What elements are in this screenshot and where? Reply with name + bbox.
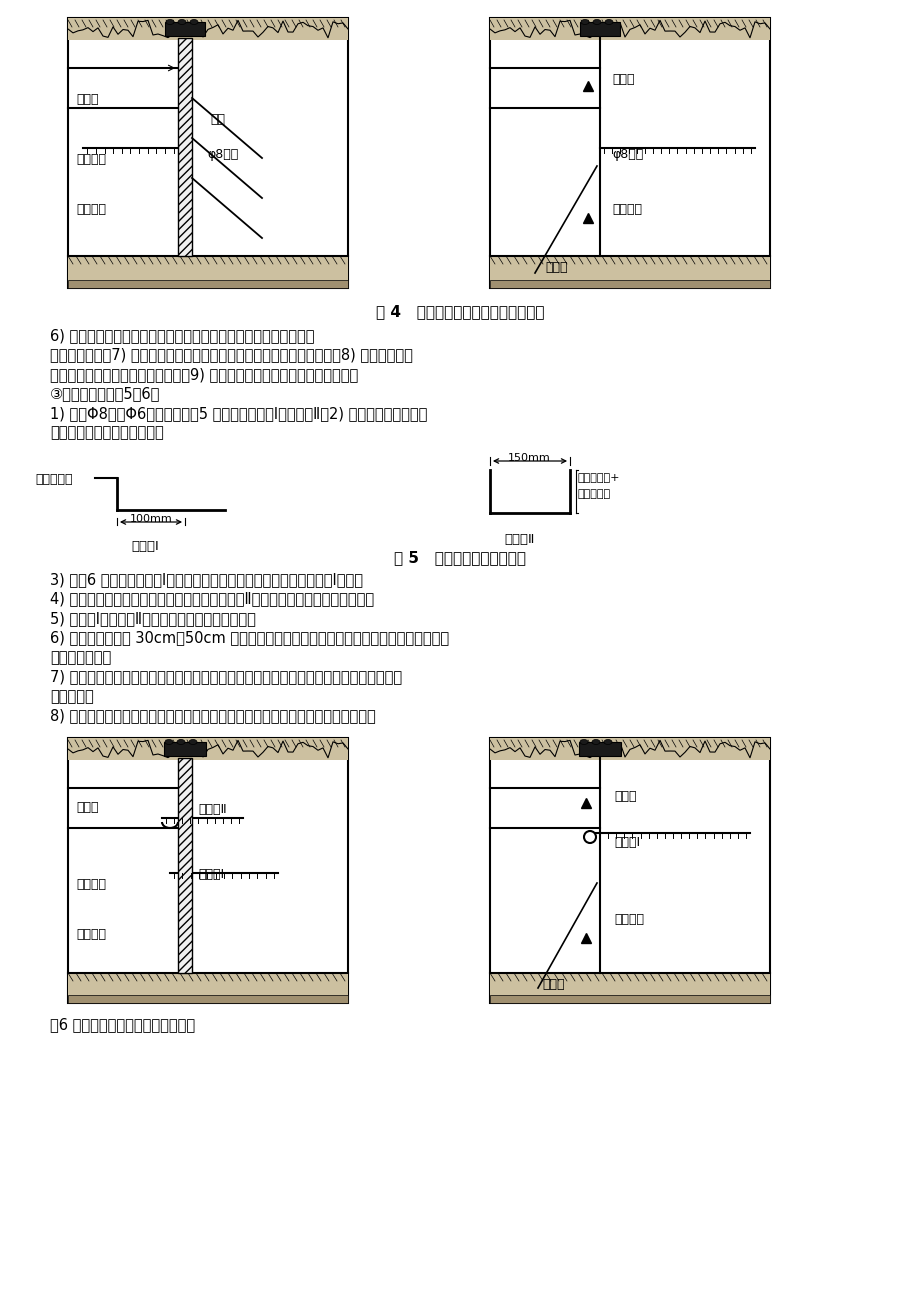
Bar — [68, 738, 347, 1003]
Bar — [68, 995, 347, 1003]
Text: 模板台车: 模板台车 — [76, 203, 106, 216]
Ellipse shape — [177, 20, 186, 25]
Text: 卡位筋Ⅱ: 卡位筋Ⅱ — [198, 803, 226, 816]
Bar — [68, 18, 347, 288]
Bar — [490, 738, 769, 760]
Text: 止水带: 止水带 — [76, 92, 98, 105]
Bar — [490, 18, 769, 40]
Text: 止水带: 止水带 — [613, 790, 636, 803]
Text: 现象发生。: 现象发生。 — [50, 689, 94, 704]
Bar — [68, 256, 347, 288]
Bar — [177, 38, 192, 256]
Text: 150mm: 150mm — [507, 453, 550, 464]
Text: 端头模板: 端头模板 — [76, 154, 106, 165]
Bar — [578, 742, 620, 756]
Text: 端头板厚度: 端头板厚度 — [577, 490, 610, 499]
Text: 模板台车: 模板台车 — [76, 928, 106, 941]
Text: 止水带厚度: 止水带厚度 — [35, 473, 73, 486]
Text: ③施作方法二（图5、6）: ③施作方法二（图5、6） — [50, 387, 160, 401]
Text: 图6 中埋式止水带施工方法二示意图: 图6 中埋式止水带施工方法二示意图 — [50, 1017, 195, 1032]
Text: 模板台车: 模板台车 — [611, 203, 641, 216]
Ellipse shape — [579, 740, 587, 745]
Text: 6) 固定用卡位筋每 30cm～50cm 一组，以将止水带固定牢固为准，保证在浇灌混凝土时止: 6) 固定用卡位筋每 30cm～50cm 一组，以将止水带固定牢固为准，保证在浇… — [50, 630, 448, 646]
Text: 卡位筋Ⅰ: 卡位筋Ⅰ — [613, 836, 640, 849]
Text: 7) 一边安装止水带，一边固定端头模板，端头模板固定牢固严密，不得有模板错位和漏浆: 7) 一边安装止水带，一边固定端头模板，端头模板固定牢固严密，不得有模板错位和漏… — [50, 669, 402, 685]
Text: 端头模板: 端头模板 — [76, 878, 106, 891]
Text: 1) 准备Φ8（或Φ6）钢筋，按图5 分别制作卡位筋Ⅰ、卡位筋Ⅱ。2) 按断面环向长度（按: 1) 准备Φ8（或Φ6）钢筋，按图5 分别制作卡位筋Ⅰ、卡位筋Ⅱ。2) 按断面环… — [50, 406, 427, 421]
Bar — [165, 22, 205, 36]
Bar — [490, 256, 769, 288]
Ellipse shape — [591, 740, 599, 745]
Text: 4) 将止水带的另一半圆起贴在模板上，用卡位筋Ⅱ按图示方法将止水带固定卡紧。: 4) 将止水带的另一半圆起贴在模板上，用卡位筋Ⅱ按图示方法将止水带固定卡紧。 — [50, 591, 374, 607]
Text: 先浇砼: 先浇砼 — [541, 978, 564, 991]
Text: 止水带厚度+: 止水带厚度+ — [577, 473, 619, 483]
Bar — [490, 18, 769, 288]
Text: 卡位筋Ⅱ: 卡位筋Ⅱ — [505, 533, 535, 546]
Bar — [68, 973, 347, 1003]
Bar — [490, 738, 769, 1003]
Ellipse shape — [593, 20, 600, 25]
Text: 3) 按图6 所示先将卡位筋Ⅰ穿过端头模板，并将止水带的一半用卡位筋Ⅰ固定。: 3) 按图6 所示先将卡位筋Ⅰ穿过端头模板，并将止水带的一半用卡位筋Ⅰ固定。 — [50, 572, 363, 587]
Text: 止水带: 止水带 — [611, 73, 634, 86]
Ellipse shape — [188, 740, 197, 745]
Ellipse shape — [604, 740, 611, 745]
Bar — [68, 18, 347, 40]
Bar — [68, 738, 347, 760]
Text: φ8钢筋: φ8钢筋 — [207, 148, 238, 161]
Text: 铺设位置量取）截取止水带。: 铺设位置量取）截取止水带。 — [50, 426, 164, 440]
Bar — [490, 973, 769, 1003]
Bar — [177, 758, 192, 973]
Text: 图 4   中埋式止水带施工方法一示意图: 图 4 中埋式止水带施工方法一示意图 — [375, 303, 544, 319]
Bar — [490, 995, 769, 1003]
Bar — [164, 742, 206, 756]
Text: 5) 卡位筋Ⅰ与卡位筋Ⅱ位置可错开，错开间距不定。: 5) 卡位筋Ⅰ与卡位筋Ⅱ位置可错开，错开间距不定。 — [50, 611, 255, 626]
Ellipse shape — [176, 740, 185, 745]
Text: 8) 浇注混凝土，注意在止水带附近振捣密实，但不要碰止水带，防止止水带走位。: 8) 浇注混凝土，注意在止水带附近振捣密实，但不要碰止水带，防止止水带走位。 — [50, 708, 375, 724]
Text: 带放下用扎丝固定在另一半钢筋上。9) 台车移位，就位浇下段混凝土衬砌段。: 带放下用扎丝固定在另一半钢筋上。9) 台车移位，就位浇下段混凝土衬砌段。 — [50, 367, 357, 381]
Text: 止水带: 止水带 — [76, 801, 98, 814]
Text: 100mm: 100mm — [130, 514, 173, 523]
Text: 卡位筋Ⅰ: 卡位筋Ⅰ — [198, 868, 224, 881]
Bar — [68, 280, 347, 288]
Text: 图 5   卡位筋制作方法示意图: 图 5 卡位筋制作方法示意图 — [393, 549, 526, 565]
Text: 与砼粘结密实。7) 检查另一半止水带是否有污物，并用高压水清洗干净。8) 将另一半止水: 与砼粘结密实。7) 检查另一半止水带是否有污物，并用高压水清洗干净。8) 将另一… — [50, 348, 413, 362]
Ellipse shape — [165, 740, 173, 745]
Bar — [579, 22, 619, 36]
Text: 水带不会跑位。: 水带不会跑位。 — [50, 650, 111, 665]
Text: 模板台车: 模板台车 — [613, 913, 643, 926]
Ellipse shape — [190, 20, 198, 25]
Text: 支撑: 支撑 — [210, 113, 225, 126]
Ellipse shape — [581, 20, 588, 25]
Bar — [490, 280, 769, 288]
Text: 6) 浇注下段混凝土前，首先检查端面是否密实，以判断止水带是否: 6) 浇注下段混凝土前，首先检查端面是否密实，以判断止水带是否 — [50, 328, 314, 342]
Ellipse shape — [165, 20, 174, 25]
Text: 卡位筋Ⅰ: 卡位筋Ⅰ — [131, 540, 159, 553]
Text: 先浇砼: 先浇砼 — [544, 260, 567, 273]
Text: φ8钢筋: φ8钢筋 — [611, 148, 642, 161]
Ellipse shape — [605, 20, 612, 25]
